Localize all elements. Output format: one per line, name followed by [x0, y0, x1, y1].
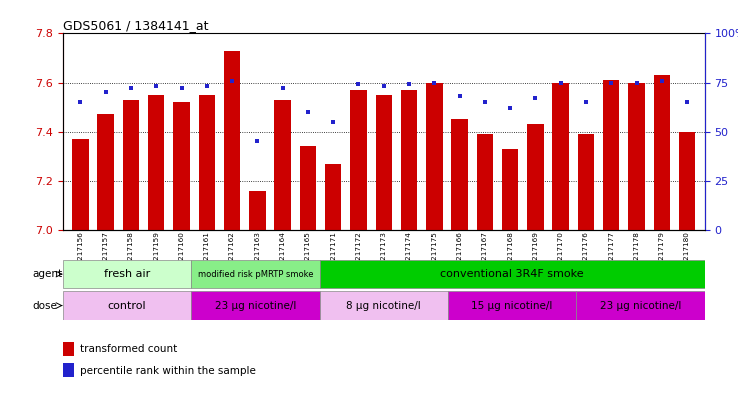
Point	[226, 77, 238, 84]
Bar	[452, 119, 468, 230]
Point	[605, 79, 617, 86]
Bar	[300, 146, 316, 230]
Bar	[275, 100, 291, 230]
Point	[555, 79, 567, 86]
Point	[353, 81, 365, 88]
Point	[327, 119, 339, 125]
Point	[378, 83, 390, 90]
Bar	[320, 292, 448, 320]
Point	[429, 79, 441, 86]
Bar	[97, 114, 114, 230]
Point	[75, 99, 86, 105]
Text: conventional 3R4F smoke: conventional 3R4F smoke	[441, 269, 584, 279]
Bar	[63, 292, 191, 320]
Text: 15 μg nicotine/l: 15 μg nicotine/l	[472, 301, 553, 310]
Text: control: control	[108, 301, 146, 310]
Bar	[603, 80, 619, 230]
Text: modified risk pMRTP smoke: modified risk pMRTP smoke	[198, 270, 313, 279]
Point	[277, 85, 289, 92]
Bar	[426, 83, 443, 230]
Text: percentile rank within the sample: percentile rank within the sample	[80, 365, 256, 376]
Point	[681, 99, 693, 105]
Bar	[448, 292, 576, 320]
Point	[252, 138, 263, 145]
Point	[151, 83, 162, 90]
Bar	[351, 90, 367, 230]
Bar	[654, 75, 670, 230]
Bar	[527, 124, 544, 230]
Point	[201, 83, 213, 90]
Text: 8 μg nicotine/l: 8 μg nicotine/l	[346, 301, 421, 310]
Bar	[679, 132, 695, 230]
Point	[580, 99, 592, 105]
Bar	[401, 90, 417, 230]
Point	[302, 109, 314, 115]
Bar	[320, 260, 705, 288]
Point	[176, 85, 187, 92]
Bar	[191, 292, 320, 320]
Text: agent: agent	[32, 269, 62, 279]
Bar	[63, 364, 74, 377]
Point	[403, 81, 415, 88]
Point	[479, 99, 491, 105]
Point	[125, 85, 137, 92]
Bar	[148, 95, 165, 230]
Point	[100, 89, 111, 95]
Bar	[249, 191, 266, 230]
Bar	[578, 134, 594, 230]
Bar	[63, 342, 74, 356]
Bar	[224, 51, 241, 230]
Text: dose: dose	[32, 301, 57, 310]
Bar	[628, 83, 645, 230]
Text: 23 μg nicotine/l: 23 μg nicotine/l	[215, 301, 296, 310]
Bar	[63, 260, 191, 288]
Text: GDS5061 / 1384141_at: GDS5061 / 1384141_at	[63, 19, 208, 32]
Bar	[376, 95, 392, 230]
Bar	[553, 83, 569, 230]
Point	[504, 105, 516, 111]
Point	[631, 79, 643, 86]
Bar	[191, 260, 320, 288]
Point	[656, 77, 668, 84]
Point	[454, 93, 466, 99]
Bar	[502, 149, 518, 230]
Text: fresh air: fresh air	[104, 269, 150, 279]
Bar	[325, 163, 342, 230]
Text: transformed count: transformed count	[80, 344, 178, 354]
Bar	[173, 102, 190, 230]
Bar	[72, 139, 89, 230]
Text: 23 μg nicotine/l: 23 μg nicotine/l	[600, 301, 681, 310]
Bar	[576, 292, 705, 320]
Bar	[199, 95, 215, 230]
Point	[530, 95, 542, 101]
Bar	[123, 100, 139, 230]
Bar	[477, 134, 493, 230]
